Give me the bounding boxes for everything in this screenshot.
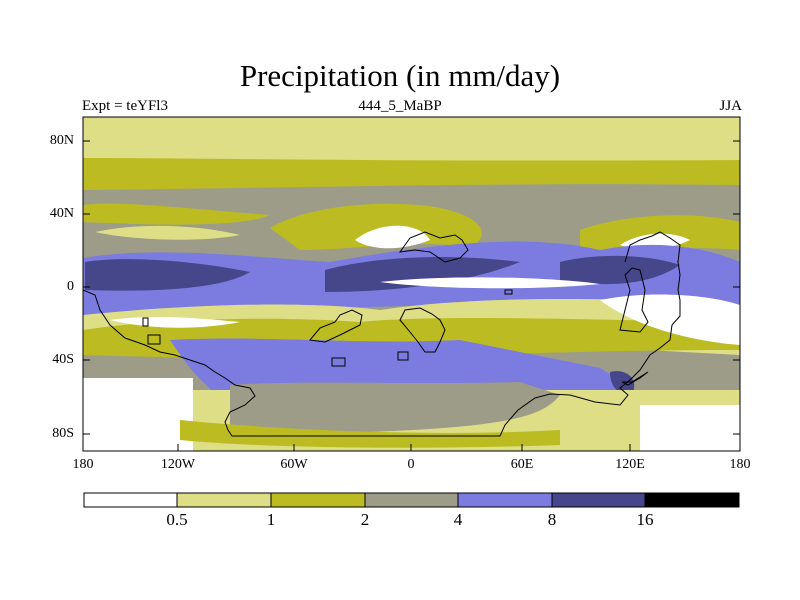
antarctic-white-east xyxy=(640,405,740,451)
colorbar-box xyxy=(551,492,646,508)
nh-white-patch-1 xyxy=(355,225,430,249)
colorbar-level-label: 1 xyxy=(266,510,276,529)
colorbar xyxy=(83,492,740,508)
coastline-island-4 xyxy=(397,351,409,361)
lon-tick-label: 60W xyxy=(280,457,308,472)
antarctic-gray xyxy=(230,382,560,435)
colorbar-level-label: 8 xyxy=(547,510,557,529)
tropical-dark-africa xyxy=(325,256,520,292)
precipitation-field xyxy=(83,117,740,451)
lat-tick-label: 0 xyxy=(67,279,74,294)
lon-tick-label: 120W xyxy=(160,457,196,472)
colorbar-box xyxy=(364,492,459,508)
antarctic-olive-rim xyxy=(180,420,560,448)
period-label: 444_5_MaBP xyxy=(358,98,442,114)
coastline-africa-south xyxy=(399,307,446,353)
arctic-olive-band xyxy=(83,158,740,190)
experiment-label: Expt = teYFl3 xyxy=(82,98,168,114)
season-label: JJA xyxy=(719,98,742,114)
colorbar-level-label: 16 xyxy=(636,510,654,529)
axis-ticks xyxy=(82,140,741,451)
lon-tick-label: 60E xyxy=(510,457,534,472)
lon-tick-label: 180 xyxy=(729,457,751,472)
colorbar-level-label: 2 xyxy=(360,510,370,529)
tropical-dark-west xyxy=(85,259,250,291)
lon-tick-label: 0 xyxy=(407,457,415,472)
coastline-south-america xyxy=(83,231,681,437)
nh-olive-band-east xyxy=(580,215,740,251)
coastline-australia xyxy=(621,371,649,386)
lat-tick-label: 80S xyxy=(52,426,74,441)
nh-light-patch-1 xyxy=(95,225,240,240)
coastline-island-2 xyxy=(147,334,161,345)
coastline-india xyxy=(619,267,649,333)
lat-tick-label: 40S xyxy=(52,352,74,367)
colorbar-box xyxy=(176,492,272,508)
coastline-island-1 xyxy=(142,317,149,327)
coastlines xyxy=(83,231,681,437)
colorbar-level-label: 4 xyxy=(453,510,463,529)
colorbar-level-label: 0.5 xyxy=(166,510,188,529)
arctic-light-band xyxy=(83,117,740,165)
lat-tick-label: 80N xyxy=(49,133,74,148)
lon-tick-label: 120E xyxy=(615,457,645,472)
lon-tick-label: 180 xyxy=(72,457,94,472)
colorbar-box xyxy=(457,492,553,508)
colorbar-box xyxy=(644,492,740,508)
nh-olive-band-west xyxy=(83,203,270,225)
colorbar-box xyxy=(270,492,366,508)
sh-white-indian xyxy=(600,294,740,345)
tropical-dark-asia xyxy=(560,255,680,285)
coastline-north-africa xyxy=(398,231,469,263)
tropical-white-strip xyxy=(380,277,600,289)
coastline-island-3 xyxy=(504,289,513,295)
coastline-island-5 xyxy=(331,357,346,367)
lat-tick-label: 40N xyxy=(49,206,74,221)
colorbar-box xyxy=(83,492,178,508)
southern-ocean-dark xyxy=(610,371,635,395)
plot-title: Precipitation (in mm/day) xyxy=(239,58,561,93)
antarctic-white xyxy=(83,378,193,451)
coastline-africa-coast xyxy=(309,309,363,343)
